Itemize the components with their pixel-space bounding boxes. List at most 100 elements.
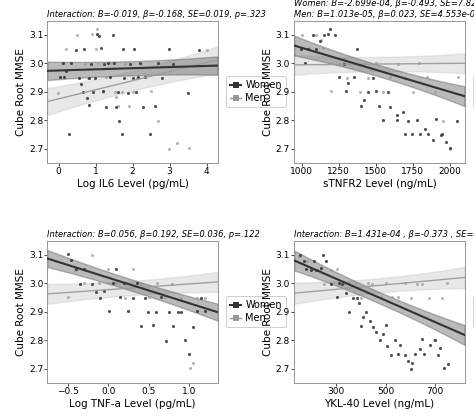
Point [401,75,409,82]
Text: Interaction: B=-0.019, β=-0.168, SE=0.019, p=.323: Interaction: B=-0.019, β=-0.168, SE=0.01… [47,10,266,19]
Point [312,45,320,52]
Point [100,288,108,295]
Point [333,293,341,300]
Point [62,68,70,74]
Point [387,103,394,110]
Point [394,61,402,67]
Point [430,337,438,343]
Point [338,280,346,287]
Point [391,337,399,343]
Point [357,102,365,109]
Point [73,47,80,53]
Legend: Women, Men: Women, Men [473,77,474,107]
Point [157,294,164,300]
Point [137,323,145,329]
Point [129,74,137,81]
Legend: Women, Men: Women, Men [473,297,474,327]
Point [184,89,192,96]
Point [59,60,66,67]
Point [119,46,127,52]
Point [434,352,442,358]
Point [352,279,359,286]
Point [203,46,211,53]
Point [88,31,95,37]
X-axis label: YKL-40 Level (ng/mL): YKL-40 Level (ng/mL) [324,399,435,409]
Point [379,330,387,337]
Point [369,280,376,287]
Point [104,266,112,273]
Point [414,280,421,287]
Point [113,279,120,286]
Point [453,118,461,124]
Point [86,74,93,81]
Point [454,74,461,81]
Point [129,266,137,272]
Point [350,74,358,81]
Point [80,46,87,53]
Point [96,295,104,302]
Point [335,74,342,81]
Point [349,295,357,301]
Text: Interaction: B=2.327e-04 , β=1.406, SE=8.407e-05 , p=.006
Women: B=-2.699e-04, β: Interaction: B=2.327e-04 , β=1.406, SE=8… [294,0,474,19]
Point [420,351,428,357]
Point [393,111,401,118]
Point [431,337,438,343]
Y-axis label: Cube Root MMSE: Cube Root MMSE [263,48,273,136]
Point [442,139,450,146]
Point [165,309,173,316]
Point [114,89,122,95]
Point [345,309,353,315]
Point [174,309,182,315]
Point [419,336,426,343]
Point [373,88,380,94]
Point [427,342,434,348]
Point [357,295,365,302]
Point [132,88,139,95]
Point [328,267,335,273]
Point [142,74,149,81]
Point [369,323,376,330]
Point [99,89,106,95]
Point [201,295,209,301]
Text: Interaction: B=1.431e-04 , β=-0.373 , SE=1.201e-04 , p=.237: Interaction: B=1.431e-04 , β=-0.373 , SE… [294,230,474,239]
Point [421,126,428,133]
Point [296,252,303,259]
Point [356,89,364,95]
Point [165,46,173,52]
Point [340,60,347,67]
Point [146,294,153,301]
Point [177,309,184,315]
X-axis label: Log TNF-a Level (pg/mL): Log TNF-a Level (pg/mL) [69,399,196,409]
Point [426,295,433,301]
Point [316,38,324,45]
Point [201,308,209,314]
Point [387,352,395,358]
Point [73,265,80,272]
Legend: Women, Men: Women, Men [226,297,286,327]
Point [394,350,402,357]
Point [109,31,117,38]
Point [342,289,350,296]
Point [124,89,131,96]
Point [118,130,126,137]
Point [357,322,365,329]
Point [88,60,95,67]
Point [447,146,454,153]
Y-axis label: Cube Root MMSE: Cube Root MMSE [16,268,26,356]
Point [404,357,411,364]
Point [134,280,141,287]
Point [377,293,384,300]
Point [162,337,169,344]
Point [197,295,205,301]
Point [100,61,108,67]
Point [384,89,392,95]
Point [115,117,123,124]
Point [396,342,403,349]
Point [319,251,327,258]
Point [432,116,439,123]
Point [154,59,162,66]
Point [162,294,169,300]
Point [305,45,312,52]
Point [353,295,361,301]
Point [413,116,421,123]
